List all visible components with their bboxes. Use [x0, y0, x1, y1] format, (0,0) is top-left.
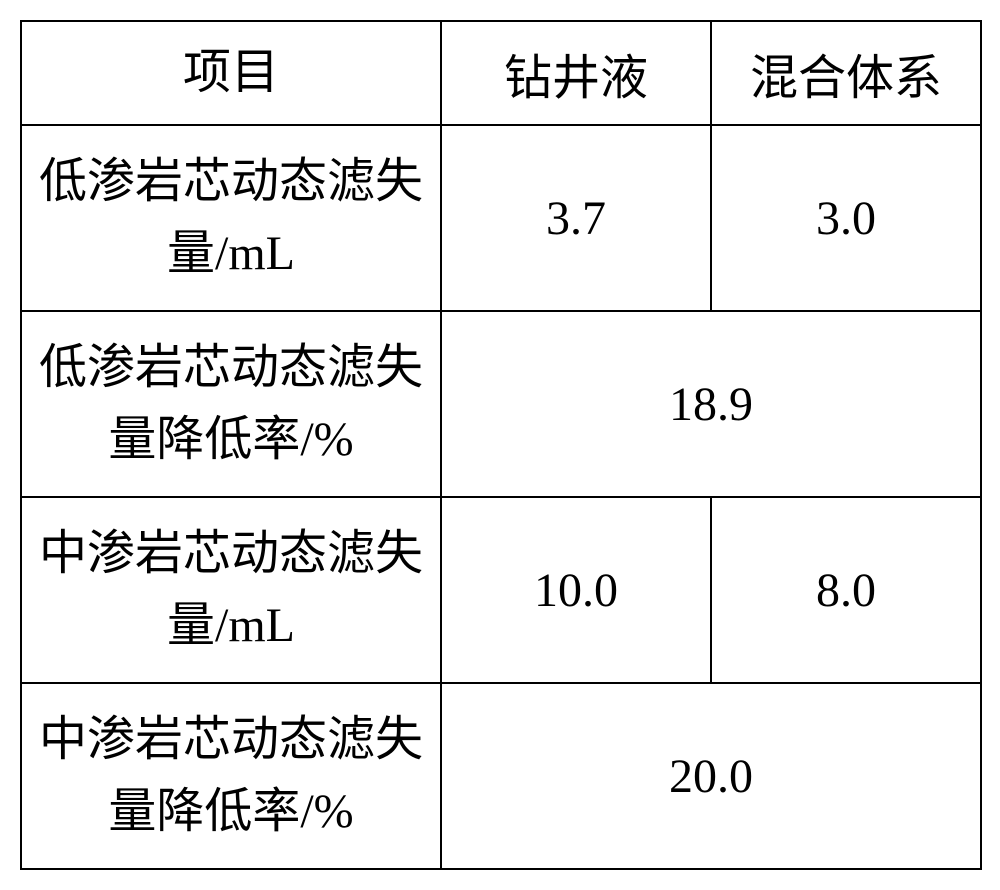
table-cell: 3.7 [441, 125, 711, 311]
header-cell-mixed-system: 混合体系 [711, 21, 981, 125]
table-cell: 10.0 [441, 497, 711, 683]
table-row: 中渗岩芯动态滤失量/mL 10.0 8.0 [21, 497, 981, 683]
table-row: 中渗岩芯动态滤失量降低率/% 20.0 [21, 683, 981, 869]
table-row: 低渗岩芯动态滤失量/mL 3.7 3.0 [21, 125, 981, 311]
row-label: 中渗岩芯动态滤失量降低率/% [21, 683, 441, 869]
data-table: 项目 钻井液 混合体系 低渗岩芯动态滤失量/mL 3.7 3.0 低渗岩芯动态滤… [20, 20, 982, 870]
row-label: 低渗岩芯动态滤失量降低率/% [21, 311, 441, 497]
table-container: 项目 钻井液 混合体系 低渗岩芯动态滤失量/mL 3.7 3.0 低渗岩芯动态滤… [20, 20, 980, 870]
header-cell-drilling-fluid: 钻井液 [441, 21, 711, 125]
table-row: 低渗岩芯动态滤失量降低率/% 18.9 [21, 311, 981, 497]
header-cell-item: 项目 [21, 21, 441, 125]
table-cell-merged: 20.0 [441, 683, 981, 869]
row-label: 低渗岩芯动态滤失量/mL [21, 125, 441, 311]
table-cell: 3.0 [711, 125, 981, 311]
table-header-row: 项目 钻井液 混合体系 [21, 21, 981, 125]
row-label: 中渗岩芯动态滤失量/mL [21, 497, 441, 683]
table-cell: 8.0 [711, 497, 981, 683]
table-cell-merged: 18.9 [441, 311, 981, 497]
